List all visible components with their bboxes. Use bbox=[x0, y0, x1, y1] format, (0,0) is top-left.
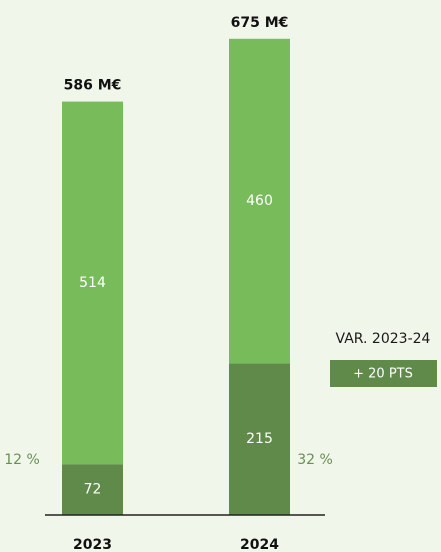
share-label: 12 % bbox=[4, 452, 40, 468]
value-label: 215 bbox=[246, 431, 273, 447]
bar-segment bbox=[62, 464, 123, 515]
x-tick-label: 2024 bbox=[240, 537, 279, 552]
value-label: 72 bbox=[84, 482, 102, 498]
value-label: 514 bbox=[79, 275, 106, 291]
annotation-box bbox=[330, 360, 437, 387]
bar-segment bbox=[229, 38, 290, 364]
value-label: 460 bbox=[246, 193, 273, 209]
annotation-text: + 20 PTS bbox=[353, 367, 413, 382]
share-label: 32 % bbox=[297, 452, 333, 468]
annotation-title: VAR. 2023-24 bbox=[336, 331, 431, 347]
x-tick-label: 2023 bbox=[73, 537, 112, 552]
total-label: 586 M€ bbox=[64, 78, 122, 94]
bar-segment bbox=[62, 101, 123, 465]
total-label: 675 M€ bbox=[231, 15, 289, 31]
bar-segment bbox=[229, 363, 290, 515]
